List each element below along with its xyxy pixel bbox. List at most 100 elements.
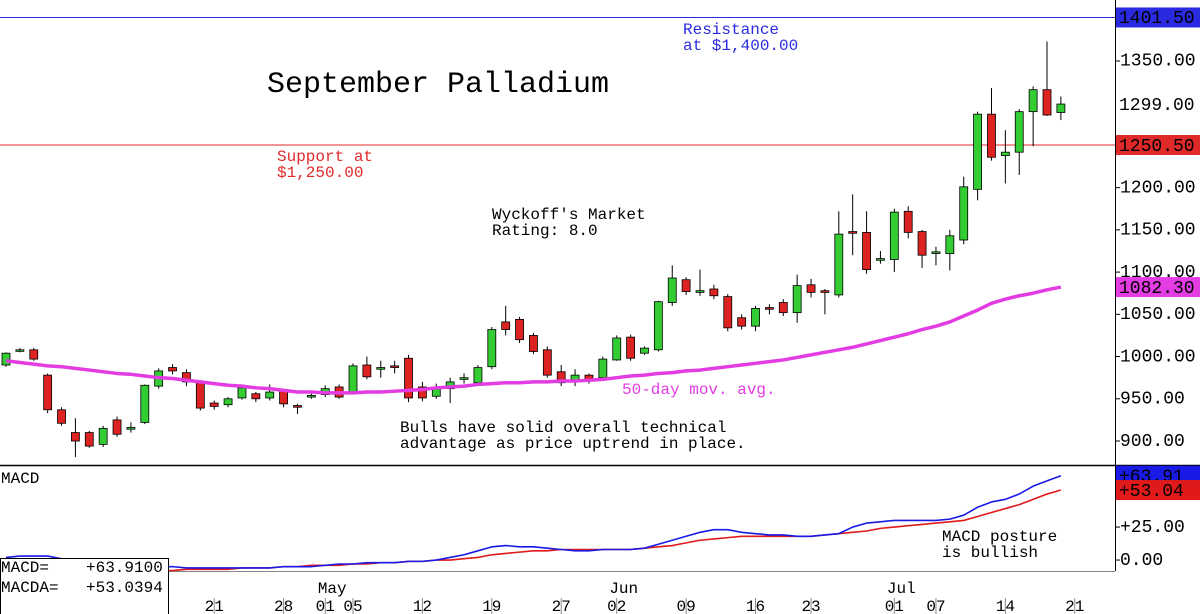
x-tick-label: 02 <box>607 598 626 614</box>
axis-tag-label: 1299.00 <box>1119 96 1195 116</box>
candle-body <box>765 307 774 310</box>
chart-title: September Palladium <box>267 68 609 102</box>
macd-line <box>6 489 1062 572</box>
y-tick-label: 900.00 <box>1120 432 1185 452</box>
x-tick-label: 09 <box>677 598 696 614</box>
candle-body <box>1028 89 1038 113</box>
candle-body <box>709 288 719 297</box>
candle-body <box>737 317 747 327</box>
annotation: Bulls have solid overall technical <box>400 419 726 437</box>
candle-body <box>293 405 302 408</box>
candle-body <box>931 251 941 254</box>
y-tick-label: 1150.00 <box>1120 221 1196 241</box>
candle-body <box>806 284 816 293</box>
candle-body <box>362 364 372 378</box>
candle-body <box>390 365 400 368</box>
x-tick-label: 05 <box>343 598 362 614</box>
y-tick-label: 950.00 <box>1120 390 1185 410</box>
macd-line <box>5 474 1062 569</box>
candle-body <box>792 285 802 314</box>
candle-body <box>889 211 899 260</box>
y-tick-label: +25.00 <box>1120 518 1185 538</box>
x-tick-label: 27 <box>552 598 571 614</box>
candle-body <box>751 308 760 327</box>
panel-title: MACD <box>1 470 39 488</box>
candle-body <box>71 432 80 442</box>
candle-body <box>237 387 247 399</box>
candle-body <box>348 365 358 393</box>
candle-body <box>862 232 871 270</box>
axis-tag <box>1116 480 1200 501</box>
y-tick-label: 0.00 <box>1120 551 1163 571</box>
candle-body <box>1 352 11 366</box>
readout-value: +63.9100 <box>86 559 163 577</box>
axis-tag <box>1116 277 1200 298</box>
candle-body <box>501 321 511 330</box>
candle-body <box>515 319 524 341</box>
candle-body <box>723 296 733 329</box>
axis-tag-label: +53.04 <box>1119 482 1184 502</box>
readout-value: +53.0394 <box>86 579 163 597</box>
annotation: is bullish <box>942 544 1038 562</box>
candle-body <box>1000 151 1010 156</box>
candle-body <box>43 374 53 411</box>
candle-body <box>98 427 108 445</box>
candle-body <box>987 113 996 158</box>
month-label: May <box>318 580 347 598</box>
annotation: advantage as price uptrend in place. <box>400 435 746 453</box>
x-tick-label: 07 <box>926 598 945 614</box>
candle-body <box>973 113 982 190</box>
annotation: Rating: 8.0 <box>492 222 598 240</box>
y-tick-label: 1000.00 <box>1120 347 1196 367</box>
axis-tag <box>1116 94 1200 115</box>
candle-body <box>542 349 552 376</box>
annotation: MACD posture <box>942 528 1057 546</box>
candle-body <box>598 358 608 379</box>
x-tick-label: 16 <box>746 598 765 614</box>
candle-body <box>834 233 844 296</box>
month-label: Jul <box>887 580 916 598</box>
candle-body <box>1042 89 1052 116</box>
candle-body <box>945 235 955 254</box>
x-tick-label: 14 <box>996 598 1015 614</box>
candle-body <box>487 329 497 368</box>
candle-body <box>959 186 969 241</box>
candle-body <box>640 347 649 354</box>
axis-tag-label: 1082.30 <box>1119 279 1195 299</box>
y-tick-label: 1350.00 <box>1120 52 1196 72</box>
annotation: Resistance <box>683 21 779 39</box>
y-tick-label: 1050.00 <box>1120 305 1196 325</box>
candle-body <box>626 336 635 359</box>
y-tick-label: 1200.00 <box>1120 178 1196 198</box>
x-tick-label: 21 <box>1065 598 1084 614</box>
moving-average <box>5 285 1062 395</box>
candle-body <box>820 290 830 293</box>
candle-body <box>140 384 150 423</box>
annotation: Support at <box>277 148 373 166</box>
axis-tag <box>1116 7 1200 28</box>
candle-body <box>223 398 233 406</box>
candle-body <box>29 349 39 360</box>
candle-body <box>195 381 205 409</box>
readout-label: MACD= <box>1 559 49 577</box>
candle-body <box>653 301 663 351</box>
candle-body <box>251 393 261 400</box>
annotation: Wyckoff's Market <box>492 206 646 224</box>
candle-body <box>168 367 177 372</box>
axis-tag-label: 1401.50 <box>1119 9 1195 29</box>
x-tick-label: 01 <box>885 598 904 614</box>
candle-body <box>778 302 788 314</box>
candle-body <box>529 335 538 352</box>
candle-body <box>876 258 885 261</box>
candle-body <box>265 391 275 399</box>
ma-label: 50-day mov. avg. <box>622 381 776 399</box>
marks: 900.00950.001000.001050.001100.001150.00… <box>0 7 1200 614</box>
candle-body <box>84 432 94 447</box>
candle-body <box>417 386 427 399</box>
readout-label: MACDA= <box>1 579 59 597</box>
axis-tag <box>1116 135 1200 156</box>
candle-body <box>404 357 413 399</box>
x-tick-label: 12 <box>413 598 432 614</box>
